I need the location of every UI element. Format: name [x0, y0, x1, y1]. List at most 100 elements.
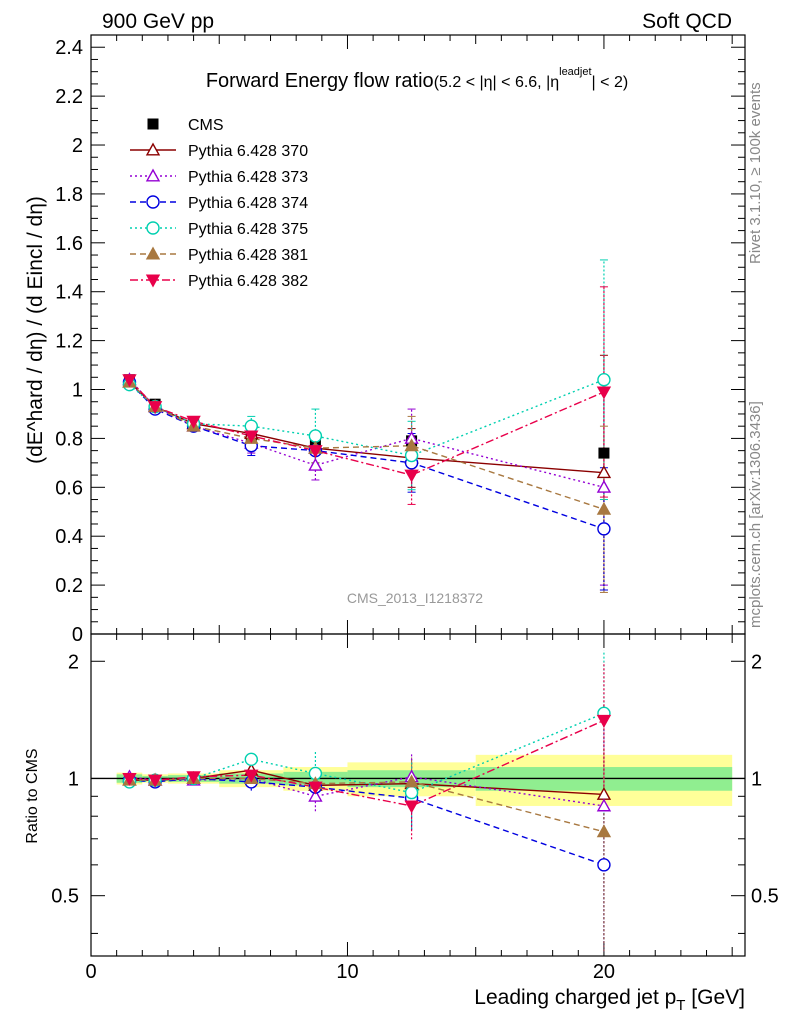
mc-point	[122, 374, 137, 388]
x-axis-label-sub: T	[676, 997, 685, 1014]
ratio-frame	[90, 633, 746, 957]
main-title-text: Forward Energy flow ratio	[206, 70, 434, 92]
legend-entry-373: Pythia 6.428 373	[130, 168, 308, 186]
mc-point	[596, 479, 612, 493]
mcplots-label: mcplots.cern.ch [arXiv:1306.3436]	[747, 401, 764, 628]
main-title: Forward Energy flow ratio(5.2 < |η| < 6.…	[206, 66, 628, 92]
main-y-tick-label: 0.4	[55, 526, 83, 548]
legend-marker	[145, 142, 161, 156]
main-y-tick-label: 0.2	[55, 575, 83, 597]
main-y-tick-label: 2	[72, 135, 83, 157]
main-y-tick-label: 0.6	[55, 477, 83, 499]
mc-point	[597, 373, 611, 387]
main-title-cut-end: | < 2)	[592, 74, 629, 91]
legend-entry-382: Pythia 6.428 382	[130, 273, 308, 290]
legend-entry-370: Pythia 6.428 370	[130, 142, 308, 160]
plot-frames	[90, 34, 746, 957]
ratio-y-tick-label-right: 0.5	[751, 886, 779, 908]
legend: CMS Pythia 6.428 370 Pythia 6.428 373 Py…	[130, 117, 308, 290]
ratio-point	[147, 774, 163, 788]
series-line	[129, 379, 605, 457]
mc-point	[596, 501, 612, 515]
mc-point	[404, 469, 419, 483]
mc-point	[244, 430, 259, 444]
mc-point	[308, 429, 323, 443]
legend-entry-375: Pythia 6.428 375	[130, 221, 308, 238]
main-y-tick-label: 1.6	[55, 233, 83, 255]
main-y-tick-label: 1.4	[55, 282, 83, 304]
rivet-label: Rivet 3.1.10, ≥ 100k events	[747, 82, 764, 264]
legend-label: CMS	[188, 117, 224, 134]
mc-point	[404, 448, 419, 463]
legend-marker	[146, 221, 160, 235]
main-y-tick-label: 1.8	[55, 184, 83, 206]
main-y-tick-label: 1	[72, 380, 83, 402]
main-y-tick-label: 2.4	[55, 37, 83, 59]
legend-label: Pythia 6.428 382	[188, 273, 308, 290]
data-point	[598, 447, 610, 459]
ratio-point	[308, 781, 323, 795]
x-tick-label: 10	[336, 961, 358, 983]
ratio-y-axis-label: Ratio to CMS	[24, 748, 41, 843]
ratio-point	[404, 800, 419, 814]
ratio-point	[244, 752, 258, 767]
ratio-point	[122, 772, 137, 786]
main-title-cut: (5.2 < |η| < 6.6, |η	[434, 74, 559, 91]
main-y-tick-label: 1.2	[55, 331, 83, 353]
mc-point	[244, 419, 258, 433]
main-y-tick-label: 0.8	[55, 428, 83, 450]
legend-label: Pythia 6.428 374	[188, 195, 308, 212]
legend-marker	[146, 195, 160, 209]
ratio-y-tick-labels: 0.5 1 2 0.5 1 2	[51, 651, 779, 907]
analysis-watermark: CMS_2013_I1218372	[347, 590, 483, 606]
mc-point	[597, 522, 611, 536]
ratio-point	[596, 824, 612, 838]
legend-marker	[145, 246, 161, 260]
ratio-point	[308, 788, 323, 802]
ratio-y-tick-label: 0.5	[51, 886, 79, 908]
x-tick-label: 20	[593, 961, 615, 983]
ratio-y-tick-label: 1	[68, 768, 79, 790]
ratio-point	[186, 771, 201, 785]
legend-marker	[147, 118, 159, 130]
ratio-point	[596, 714, 612, 728]
legend-entry-cms: CMS	[147, 117, 224, 134]
ratio-point	[596, 798, 612, 812]
main-title-cut-sup: leadjet	[559, 66, 591, 78]
main-y-tick-label: 0	[72, 624, 83, 646]
series-line	[128, 379, 605, 488]
ratio-series-layer	[122, 650, 612, 952]
ratio-point	[597, 858, 611, 872]
legend-marker	[145, 274, 161, 288]
legend-label: Pythia 6.428 381	[188, 247, 308, 264]
ratio-point	[404, 774, 419, 788]
x-axis-label-unit: [GeV]	[685, 986, 745, 1009]
mc-point	[308, 457, 323, 471]
x-axis-label-text: Leading charged jet p	[474, 986, 676, 1009]
x-axis-label: Leading charged jet pT [GeV]	[474, 986, 745, 1014]
mc-point	[186, 415, 201, 429]
ratio-y-tick-label-right: 1	[751, 768, 762, 790]
ratio-y-tick-label-right: 2	[751, 651, 762, 673]
legend-entry-374: Pythia 6.428 374	[130, 195, 308, 212]
legend-label: Pythia 6.428 370	[188, 143, 308, 160]
main-y-axis-label: (dE^hard / dη) / (d Eincl / dη)	[24, 196, 47, 464]
header-right: Soft QCD	[642, 10, 732, 33]
ratio-point	[244, 769, 259, 783]
series-line	[128, 381, 605, 530]
mc-point	[147, 401, 163, 415]
legend-label: Pythia 6.428 373	[188, 169, 308, 186]
ratio-point	[404, 785, 419, 800]
ratio-y-tick-label: 2	[68, 651, 79, 673]
mc-point	[308, 445, 323, 459]
mc-point	[596, 465, 612, 479]
mc-point	[404, 438, 419, 452]
header-left: 900 GeV pp	[102, 10, 214, 33]
main-y-tick-label: 2.2	[55, 86, 83, 108]
legend-entry-381: Pythia 6.428 381	[130, 246, 308, 264]
main-y-tick-labels: 0 0.2 0.4 0.6 0.8 1 1.2 1.4 1.6 1.8 2 2.…	[55, 37, 83, 646]
mc-point	[596, 386, 612, 400]
ratio-uncertainty-bands	[116, 754, 733, 806]
legend-label: Pythia 6.428 375	[188, 221, 308, 238]
